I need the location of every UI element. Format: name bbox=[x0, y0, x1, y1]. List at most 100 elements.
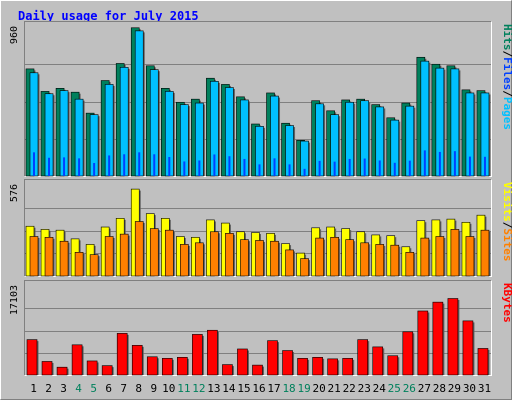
legend-entry: Hits bbox=[501, 24, 512, 51]
day-label: 7 bbox=[120, 382, 127, 395]
day-label: 31 bbox=[478, 382, 491, 395]
panel-bottom-border-dark bbox=[24, 280, 492, 376]
kbytes-bar bbox=[161, 358, 173, 376]
day-label: 1 bbox=[30, 382, 37, 395]
files-bar bbox=[483, 156, 486, 176]
kbytes-bar bbox=[267, 340, 278, 376]
day-label: 6 bbox=[105, 382, 112, 395]
files-bar bbox=[363, 158, 366, 176]
panel-middle-max-label: 576 bbox=[9, 184, 20, 202]
legend-entry: Pages bbox=[501, 97, 512, 130]
panel-middle-border-light bbox=[24, 179, 492, 277]
panel-top-border-dark bbox=[24, 21, 492, 177]
kbytes-bar bbox=[432, 301, 444, 376]
panel-bottom-border-light bbox=[24, 280, 492, 376]
sites-bar bbox=[300, 258, 309, 277]
day-label: 14 bbox=[222, 382, 236, 395]
kbytes-bar bbox=[56, 366, 68, 376]
files-bar bbox=[213, 154, 216, 176]
kbytes-bar bbox=[327, 358, 338, 376]
sites-bar bbox=[149, 228, 159, 277]
sites-bar bbox=[180, 244, 189, 277]
sites-bar bbox=[74, 252, 84, 277]
day-label: 4 bbox=[75, 382, 82, 395]
sites-bar bbox=[360, 242, 370, 277]
files-bar bbox=[93, 163, 96, 176]
panel-middle-legend: Visits/Sites bbox=[501, 182, 512, 262]
sites-bar bbox=[330, 236, 339, 277]
legend-entry: Sites bbox=[501, 228, 512, 261]
kbytes-bar bbox=[402, 331, 414, 376]
sites-bar bbox=[450, 229, 460, 277]
files-bar bbox=[453, 151, 456, 176]
files-bar bbox=[228, 156, 231, 176]
kbytes-bar bbox=[192, 334, 203, 376]
files-bar bbox=[468, 156, 471, 176]
sites-bar bbox=[255, 240, 264, 277]
chart-title: Daily usage for July 2015 bbox=[18, 9, 199, 23]
sites-bar bbox=[29, 236, 39, 277]
panel-top-border-light bbox=[24, 21, 492, 177]
sites-bar bbox=[315, 237, 324, 277]
panel-top-max-label: 960 bbox=[9, 26, 20, 44]
kbytes-bar bbox=[282, 350, 293, 376]
panel-middle-border-dark bbox=[24, 179, 492, 277]
files-bar bbox=[78, 158, 81, 176]
files-bar bbox=[348, 158, 351, 176]
files-bar bbox=[168, 156, 171, 176]
files-bar bbox=[318, 160, 321, 176]
kbytes-bar bbox=[342, 358, 353, 376]
kbytes-bar bbox=[177, 357, 188, 376]
kbytes-bar bbox=[477, 348, 489, 376]
sites-bar bbox=[134, 221, 144, 277]
kbytes-bar bbox=[417, 310, 429, 376]
sites-bar bbox=[375, 244, 385, 277]
files-bar bbox=[183, 161, 186, 176]
day-label: 10 bbox=[162, 382, 175, 395]
sites-bar bbox=[225, 233, 234, 277]
files-bar bbox=[303, 168, 306, 176]
files-bar bbox=[273, 158, 276, 176]
day-label: 21 bbox=[328, 382, 341, 395]
day-label: 24 bbox=[373, 382, 387, 395]
kbytes-bar bbox=[26, 339, 38, 376]
sites-bar bbox=[270, 240, 279, 277]
legend-entry: KBytes bbox=[501, 283, 512, 323]
sites-bar bbox=[164, 229, 174, 277]
kbytes-bar bbox=[462, 320, 474, 376]
sites-bar bbox=[405, 252, 415, 277]
files-bar bbox=[423, 150, 426, 176]
kbytes-bar bbox=[207, 329, 218, 376]
day-label: 2 bbox=[45, 382, 52, 395]
files-bar bbox=[258, 164, 261, 176]
sites-bar bbox=[89, 254, 99, 277]
kbytes-bar bbox=[116, 333, 128, 376]
sites-bar bbox=[465, 236, 475, 277]
kbytes-bar bbox=[372, 346, 384, 376]
files-bar bbox=[108, 155, 111, 176]
day-label: 27 bbox=[418, 382, 431, 395]
day-label: 11 bbox=[177, 382, 190, 395]
sites-bar bbox=[240, 239, 249, 277]
day-label: 8 bbox=[135, 382, 142, 395]
kbytes-bar bbox=[312, 357, 323, 376]
kbytes-bar bbox=[86, 360, 98, 376]
files-bar bbox=[408, 160, 411, 176]
sites-bar bbox=[210, 231, 219, 277]
day-label: 28 bbox=[433, 382, 446, 395]
files-bar bbox=[333, 161, 336, 176]
files-bar bbox=[123, 154, 126, 176]
day-label: 3 bbox=[60, 382, 67, 395]
sites-bar bbox=[119, 233, 129, 277]
day-label: 17 bbox=[267, 382, 280, 395]
legend-entry: / bbox=[501, 222, 512, 229]
day-label: 25 bbox=[388, 382, 401, 395]
sites-bar bbox=[59, 240, 69, 277]
kbytes-bar bbox=[101, 365, 113, 376]
day-label: 19 bbox=[297, 382, 310, 395]
legend-entry: / bbox=[501, 51, 512, 58]
sites-bar bbox=[195, 242, 204, 277]
kbytes-bar bbox=[387, 355, 399, 376]
day-label: 5 bbox=[90, 382, 97, 395]
